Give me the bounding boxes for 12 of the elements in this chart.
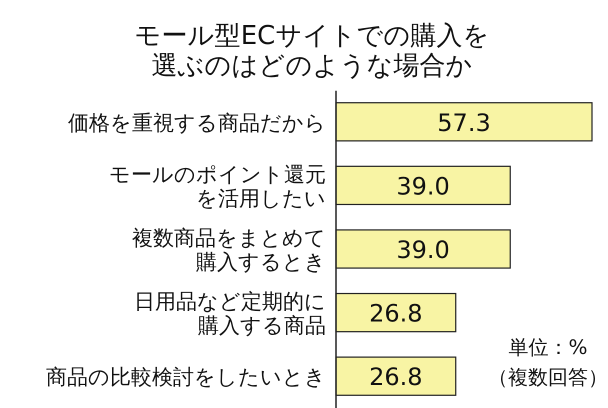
y-tick-label: モールのポイント還元を活用したい <box>109 162 326 210</box>
annotation: 単位：%（複数回答） <box>488 335 608 389</box>
chart-title: モール型ECサイトでの購入を選ぶのはどのような場合か <box>134 21 490 81</box>
data-label: 26.8 <box>369 300 423 328</box>
data-label: 26.8 <box>369 363 423 392</box>
y-tick-label: 商品の比較検討をしたいとき <box>46 365 326 390</box>
data-label: 39.0 <box>396 172 450 200</box>
y-tick-label: 複数商品をまとめて購入するとき <box>132 226 326 274</box>
y-tick-label: 価格を重視する商品だから <box>68 110 326 135</box>
data-label: 57.3 <box>437 108 491 137</box>
y-tick-label: 日用品など定期的に購入する商品 <box>134 290 326 338</box>
data-label: 39.0 <box>396 236 450 264</box>
